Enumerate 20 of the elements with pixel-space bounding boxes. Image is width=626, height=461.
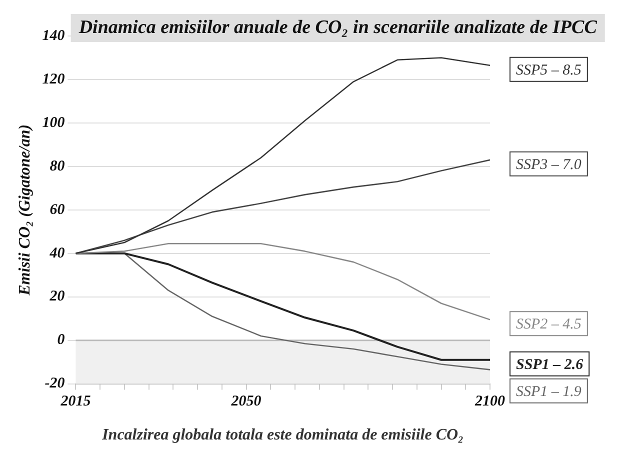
- series-label: SSP1 – 2.6: [516, 356, 584, 373]
- y-tick-label: 80: [50, 158, 66, 174]
- y-tick-label: 60: [50, 202, 66, 218]
- y-tick-label: 100: [42, 114, 66, 131]
- x-tick-label: 2015: [60, 394, 92, 410]
- y-tick-label: 140: [42, 28, 66, 44]
- chart-title: Dinamica emisiilor anuale de CO₂ in scenariile analizate de IPCC: [78, 16, 598, 38]
- series-label: SSP5 – 8.5: [516, 62, 582, 78]
- y-axis-title: Emisii CO₂ (Gigatone/an): [16, 124, 34, 296]
- series-label: SSP3 – 7.0: [516, 156, 582, 173]
- y-tick-label: 20: [48, 288, 66, 305]
- series-label: SSP2 – 4.5: [516, 316, 582, 333]
- series-label: SSP1 – 1.9: [516, 384, 582, 400]
- y-tick-label: -20: [44, 376, 66, 392]
- y-tick-label: 0: [57, 332, 66, 348]
- y-tick-label: 40: [48, 245, 66, 262]
- x-axis-title: Incalzirea globala totala este dominata de emisiile CO₂: [101, 426, 464, 444]
- y-tick-label: 120: [42, 71, 66, 88]
- x-tick-label: 2050: [230, 394, 262, 410]
- x-tick-label: 2100: [474, 394, 506, 410]
